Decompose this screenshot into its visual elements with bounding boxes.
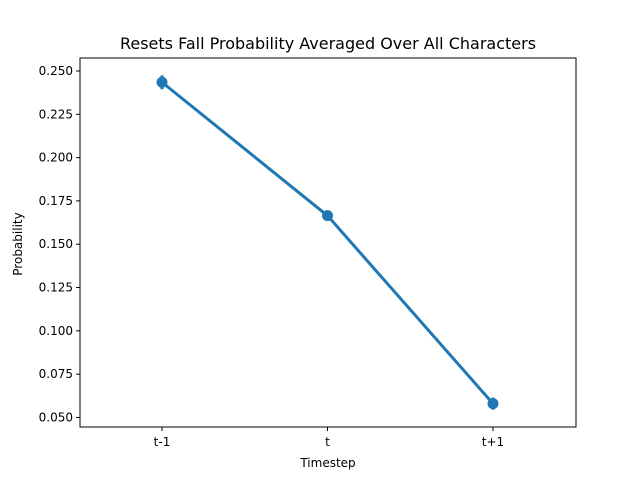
x-axis-label: Timestep — [299, 456, 355, 470]
y-tick-label: 0.200 — [39, 151, 73, 165]
y-tick-label: 0.175 — [39, 194, 73, 208]
x-tick-label: t-1 — [154, 435, 171, 449]
x-tick-label: t+1 — [482, 435, 504, 449]
data-point — [487, 398, 499, 410]
data-point — [322, 210, 333, 222]
y-axis-label: Probability — [11, 212, 25, 275]
data-point — [156, 76, 168, 88]
plot-area: 0.050 0.075 0.100 0.125 0.150 0.175 0.200 0.225… — [39, 57, 577, 449]
y-tick-label: 0.150 — [39, 237, 73, 251]
y-tick-label: 0.250 — [39, 64, 73, 78]
series-line — [160, 80, 495, 406]
chart-title: Resets Fall Probability Averaged Over Al… — [120, 34, 536, 53]
y-tick-label: 0.075 — [39, 367, 73, 381]
y-tick-label: 0.125 — [39, 281, 73, 295]
y-tick-label: 0.050 — [39, 410, 73, 424]
plot-frame — [79, 57, 577, 428]
y-tick-label: 0.225 — [39, 107, 73, 121]
x-tick-label: t — [325, 435, 330, 449]
y-tick-label: 0.100 — [39, 324, 73, 338]
